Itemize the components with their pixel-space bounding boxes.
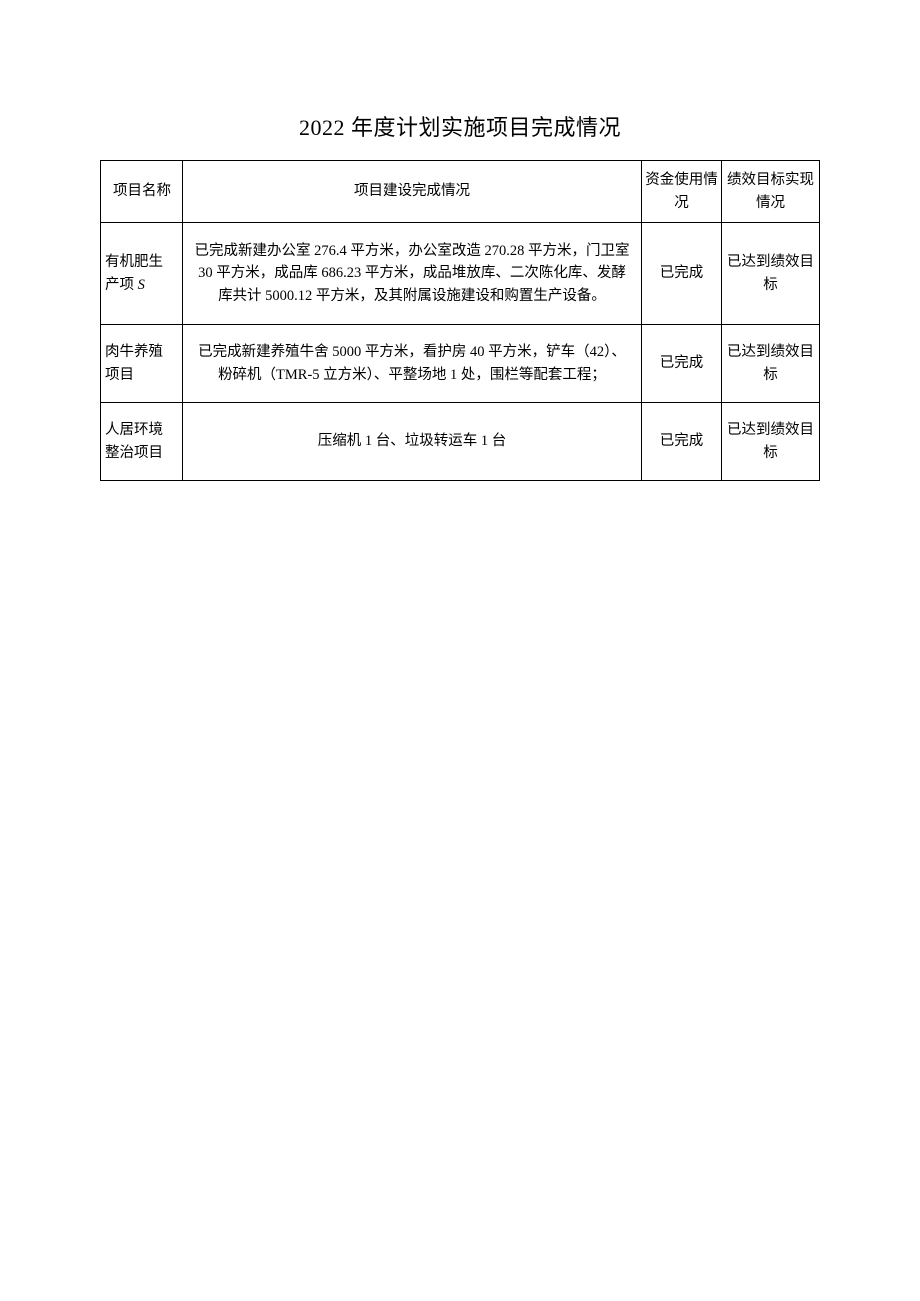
cell-name: 人居环境 整治项目 (101, 403, 183, 481)
table-row: 有机肥生 产项 S 已完成新建办公室 276.4 平方米，办公室改造 270.2… (101, 223, 820, 325)
cell-name-line1: 肉牛养殖 (105, 344, 163, 360)
cell-name: 有机肥生 产项 S (101, 223, 183, 325)
projects-table: 项目名称 项目建设完成情况 资金使用情况 绩效目标实现情况 有机肥生 产项 S … (100, 160, 820, 481)
cell-fund: 已完成 (642, 325, 722, 403)
header-desc: 项目建设完成情况 (183, 161, 642, 223)
header-fund: 资金使用情况 (642, 161, 722, 223)
cell-perf: 已达到绩效目标 (722, 403, 820, 481)
header-name: 项目名称 (101, 161, 183, 223)
cell-fund: 已完成 (642, 403, 722, 481)
table-row: 肉牛养殖 项目 已完成新建养殖牛舍 5000 平方米，看护房 40 平方米，铲车… (101, 325, 820, 403)
table-header-row: 项目名称 项目建设完成情况 资金使用情况 绩效目标实现情况 (101, 161, 820, 223)
cell-name-line2a: 产项 (105, 277, 138, 293)
cell-perf: 已达到绩效目标 (722, 325, 820, 403)
cell-fund: 已完成 (642, 223, 722, 325)
cell-name-line1: 有机肥生 (105, 254, 163, 270)
header-perf: 绩效目标实现情况 (722, 161, 820, 223)
page-title: 2022 年度计划实施项目完成情况 (100, 110, 820, 142)
cell-name-line2b: S (138, 277, 145, 293)
table-row: 人居环境 整治项目 压缩机 1 台、垃圾转运车 1 台 已完成 已达到绩效目标 (101, 403, 820, 481)
cell-perf: 已达到绩效目标 (722, 223, 820, 325)
cell-name: 肉牛养殖 项目 (101, 325, 183, 403)
cell-desc: 压缩机 1 台、垃圾转运车 1 台 (183, 403, 642, 481)
cell-name-line1: 人居环境 (105, 422, 163, 438)
cell-desc: 已完成新建办公室 276.4 平方米，办公室改造 270.28 平方米，门卫室 … (183, 223, 642, 325)
cell-name-line2: 项目 (105, 367, 134, 383)
cell-desc: 已完成新建养殖牛舍 5000 平方米，看护房 40 平方米，铲车（42）、粉碎机… (183, 325, 642, 403)
cell-name-line2: 整治项目 (105, 445, 163, 461)
